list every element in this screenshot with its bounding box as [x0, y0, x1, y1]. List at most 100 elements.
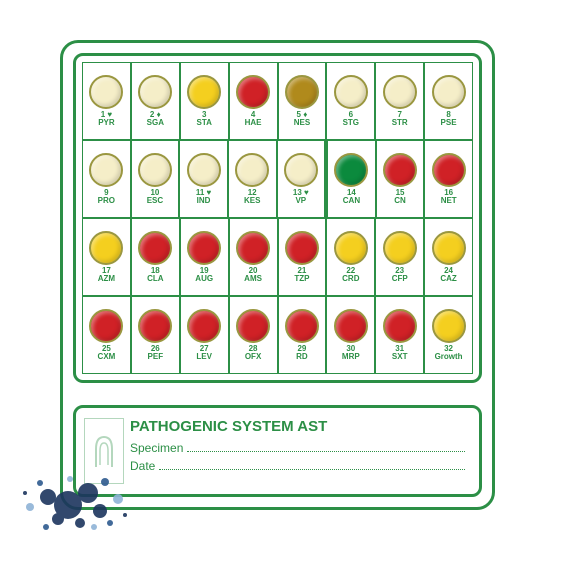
well-cell-cxm: 25CXM: [82, 296, 131, 374]
well-code: RD: [296, 353, 308, 362]
well-code: SXT: [392, 353, 408, 362]
well-code: LEV: [196, 353, 212, 362]
well-ind: [187, 153, 221, 187]
well-cell-azm: 17AZM: [82, 218, 131, 296]
well-cell-sga: 2 ♦SGA: [131, 62, 180, 140]
well-sxt: [383, 309, 417, 343]
well-cell-rd: 29RD: [278, 296, 327, 374]
well-cell-lev: 27LEV: [180, 296, 229, 374]
date-line: Date: [130, 459, 465, 473]
well-sga: [138, 75, 172, 109]
well-cell-aug: 19AUG: [180, 218, 229, 296]
well-mrp: [334, 309, 368, 343]
well-code: STA: [196, 119, 211, 128]
well-cell-sxt: 31SXT: [375, 296, 424, 374]
well-code: CLA: [147, 275, 163, 284]
well-plate: 1 ♥PYR2 ♦SGA3STA4HAE5 ♦NES6STG7STR8PSE9P…: [73, 53, 482, 383]
well-code: STG: [343, 119, 359, 128]
well-growth: [432, 309, 466, 343]
well-pef: [138, 309, 172, 343]
well-cfp: [383, 231, 417, 265]
watermark-logo: [10, 427, 150, 547]
well-cell-ofx: 28OFX: [229, 296, 278, 374]
well-azm: [89, 231, 123, 265]
well-code: MRP: [342, 353, 360, 362]
well-cell-pef: 26PEF: [131, 296, 180, 374]
well-cell-ams: 20AMS: [229, 218, 278, 296]
well-tzp: [285, 231, 319, 265]
well-code: CFP: [392, 275, 408, 284]
well-net: [432, 153, 466, 187]
well-code: AMS: [244, 275, 262, 284]
well-code: KES: [244, 197, 260, 206]
well-pse: [432, 75, 466, 109]
well-code: STR: [392, 119, 408, 128]
well-cell-mrp: 30MRP: [326, 296, 375, 374]
well-code: CAZ: [440, 275, 456, 284]
panel-title: PATHOGENIC SYSTEM AST: [130, 418, 465, 435]
well-code: CAN: [343, 197, 360, 206]
well-cn: [383, 153, 417, 187]
well-cell-pro: 9PRO: [82, 140, 131, 218]
well-cell-growth: 32Growth: [424, 296, 473, 374]
well-cell-stg: 6STG: [326, 62, 375, 140]
well-hae: [236, 75, 270, 109]
well-code: OFX: [245, 353, 261, 362]
plate-row: 25CXM26PEF27LEV28OFX29RD30MRP31SXT32Grow…: [82, 296, 473, 374]
well-code: VP: [295, 197, 306, 206]
well-code: CN: [394, 197, 406, 206]
plate-row: 1 ♥PYR2 ♦SGA3STA4HAE5 ♦NES6STG7STR8PSE: [82, 62, 473, 140]
well-cell-net: 16NET: [424, 140, 473, 218]
well-aug: [187, 231, 221, 265]
well-cell-vp: 13 ♥VP: [277, 140, 326, 218]
well-code: PEF: [148, 353, 164, 362]
well-code: AUG: [195, 275, 213, 284]
well-cell-pyr: 1 ♥PYR: [82, 62, 131, 140]
plate-row: 9PRO10ESC11 ♥IND12KES13 ♥VP14CAN15CN16NE…: [82, 140, 473, 218]
well-cell-sta: 3STA: [180, 62, 229, 140]
well-cla: [138, 231, 172, 265]
well-cell-ind: 11 ♥IND: [179, 140, 228, 218]
well-cell-cfp: 23CFP: [375, 218, 424, 296]
well-cell-can: 14CAN: [325, 140, 376, 218]
well-vp: [284, 153, 318, 187]
well-nes: [285, 75, 319, 109]
plate-row: 17AZM18CLA19AUG20AMS21TZP22CRD23CFP24CAZ: [82, 218, 473, 296]
well-esc: [138, 153, 172, 187]
well-caz: [432, 231, 466, 265]
well-code: PRO: [98, 197, 115, 206]
specimen-line: Specimen: [130, 441, 465, 455]
well-cell-cn: 15CN: [376, 140, 425, 218]
well-cell-hae: 4HAE: [229, 62, 278, 140]
well-cell-nes: 5 ♦NES: [278, 62, 327, 140]
well-pyr: [89, 75, 123, 109]
well-cell-crd: 22CRD: [326, 218, 375, 296]
well-code: Growth: [435, 353, 463, 362]
well-code: PSE: [441, 119, 457, 128]
well-code: NES: [294, 119, 310, 128]
well-kes: [235, 153, 269, 187]
well-sta: [187, 75, 221, 109]
well-rd: [285, 309, 319, 343]
well-code: AZM: [98, 275, 115, 284]
well-code: IND: [197, 197, 211, 206]
well-cell-str: 7STR: [375, 62, 424, 140]
date-field: [159, 460, 465, 470]
well-code: CXM: [98, 353, 116, 362]
well-code: ESC: [147, 197, 163, 206]
well-cxm: [89, 309, 123, 343]
well-stg: [334, 75, 368, 109]
well-can: [334, 153, 368, 187]
well-code: CRD: [342, 275, 359, 284]
well-cell-cla: 18CLA: [131, 218, 180, 296]
well-cell-pse: 8PSE: [424, 62, 473, 140]
well-code: NET: [441, 197, 457, 206]
well-cell-esc: 10ESC: [131, 140, 180, 218]
well-crd: [334, 231, 368, 265]
well-code: PYR: [98, 119, 114, 128]
well-cell-caz: 24CAZ: [424, 218, 473, 296]
well-cell-tzp: 21TZP: [278, 218, 327, 296]
well-str: [383, 75, 417, 109]
specimen-field: [187, 442, 465, 452]
well-cell-kes: 12KES: [228, 140, 277, 218]
